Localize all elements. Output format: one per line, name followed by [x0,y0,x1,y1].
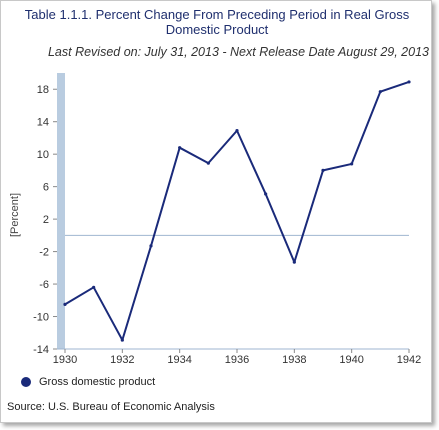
x-tick-label: 1936 [225,354,249,366]
data-point [92,285,96,289]
x-tick-label: 1940 [339,354,363,366]
y-tick-label: 18 [37,84,49,96]
chart-title: Table 1.1.1. Percent Change From Precedi… [24,7,410,37]
data-point [120,338,124,342]
x-tick-label: 1934 [167,354,191,366]
data-point [292,260,296,264]
legend-marker [21,377,31,387]
y-tick-label: 10 [37,149,49,161]
data-point [378,90,382,94]
source-note: Source: U.S. Bureau of Economic Analysis [7,401,215,413]
data-point [149,244,153,248]
y-tick-label: -14 [33,344,49,356]
y-tick-label: 6 [43,182,49,194]
x-tick-label: 1942 [397,354,421,366]
data-point [407,80,411,84]
chart-frame: Table 1.1.1. Percent Change From Precedi… [0,0,432,423]
line-chart: 18 14 10 6 2 -2 -6 -10 -14 1930 1932 1934 1936 1938 19… [33,73,421,366]
x-tick-label: 1930 [53,354,77,366]
data-point [350,162,354,166]
y-tick-label: -6 [39,279,49,291]
chart-subtitle: Last Revised on: July 31, 2013 - Next Re… [47,45,429,59]
data-point [206,161,210,165]
data-point [321,168,325,173]
x-tick-label: 1932 [110,354,134,366]
y-tick-label: -10 [33,312,49,324]
data-point [264,192,268,196]
y-tick-label: 14 [37,117,49,129]
y-tick-label: -2 [39,247,49,259]
series-line-0 [64,80,410,342]
y-tick-label: 2 [43,214,49,226]
legend: Gross domestic product [21,375,155,389]
data-point [63,302,67,306]
data-point [235,129,239,133]
data-point [178,146,182,150]
y-axis-band [57,73,65,349]
x-tick-label: 1938 [282,354,306,366]
legend-label: Gross domestic product [39,376,156,388]
